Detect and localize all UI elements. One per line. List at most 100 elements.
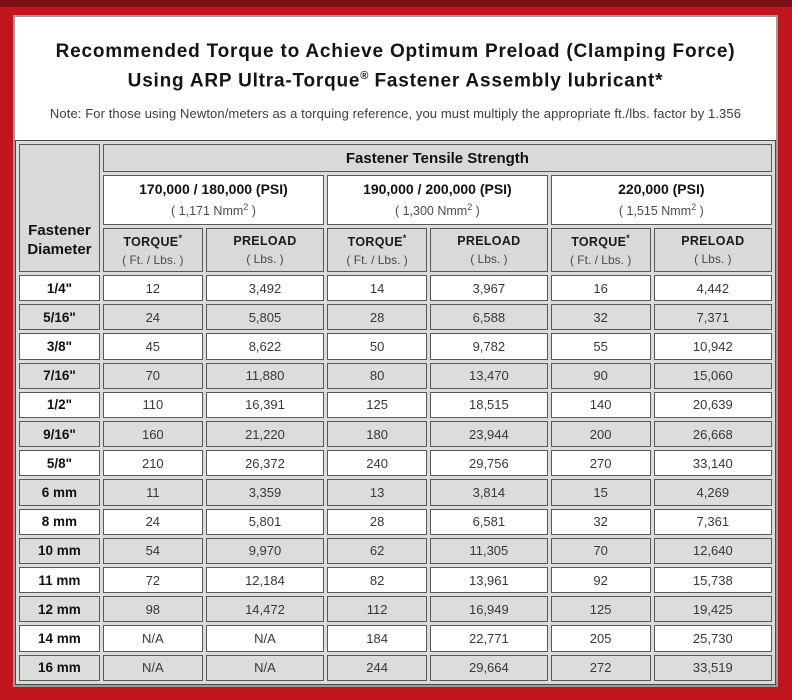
torque-value-cell: 125	[327, 391, 428, 418]
preload-value-cell: 8,622	[205, 333, 325, 360]
torque-table: Fastener Diameter Fastener Tensile Stren…	[15, 140, 776, 685]
preload-column-header: PRELOAD ( Lbs. )	[205, 227, 325, 272]
torque-header-label: TORQUE*	[104, 233, 202, 249]
diameter-cell: 9/16"	[19, 420, 100, 448]
preload-value-cell: 22,771	[430, 625, 548, 652]
torque-value-cell: 72	[102, 567, 203, 594]
diameter-cell: 3/8"	[19, 333, 100, 360]
table-row: 8 mm 24 5,801 28 6,581 32 7,361	[19, 508, 772, 535]
torque-value-cell: 244	[327, 654, 428, 681]
diameter-cell: 1/2"	[19, 391, 100, 418]
preload-value-cell: 6,581	[430, 508, 548, 535]
torque-value-cell: 210	[102, 450, 203, 477]
torque-value-cell: 62	[327, 537, 428, 564]
preload-header-label: PRELOAD	[233, 233, 297, 248]
tensile-strength-header-row: Fastener Diameter Fastener Tensile Stren…	[19, 144, 772, 272]
diameter-cell: 1/4"	[19, 274, 100, 302]
torque-value-cell: N/A	[102, 625, 203, 652]
title-line-1: Recommended Torque to Achieve Optimum Pr…	[55, 41, 736, 62]
preload-value-cell: 16,391	[205, 391, 325, 418]
torque-value-cell: 24	[102, 508, 203, 535]
diameter-cell: 10 mm	[19, 537, 100, 564]
table-row: 3/8" 45 8,622 50 9,782 55 10,942	[19, 333, 772, 360]
table-row: 9/16" 160 21,220 180 23,944 200 26,668	[19, 420, 772, 448]
preload-value-cell: 12,184	[205, 567, 325, 594]
table-row: 11 mm 72 12,184 82 13,961 92 15,738	[19, 567, 772, 594]
table-row: 16 mm N/A N/A 244 29,664 272 33,519	[19, 654, 772, 681]
preload-value-cell: 21,220	[205, 420, 325, 448]
registered-trademark-symbol: ®	[360, 70, 369, 82]
preload-value-cell: 23,944	[430, 420, 548, 448]
diameter-cell: 16 mm	[19, 654, 100, 681]
torque-value-cell: 200	[550, 420, 651, 448]
torque-value-cell: 32	[550, 508, 651, 535]
torque-value-cell: 24	[102, 304, 203, 331]
torque-value-cell: 110	[102, 391, 203, 418]
fastener-diameter-header-line2: Diameter	[27, 240, 92, 258]
table-row: 1/4" 12 3,492 14 3,967 16 4,442	[19, 274, 772, 302]
table-row: 5/16" 24 5,805 28 6,588 32 7,371	[19, 304, 772, 331]
preload-column-header: PRELOAD ( Lbs. )	[653, 227, 772, 272]
preload-value-cell: 33,519	[653, 654, 772, 681]
psi-group-190-200: 190,000 / 200,000 (PSI) ( 1,300 Nmm2 )	[327, 175, 548, 225]
preload-unit-label: ( Lbs. )	[246, 251, 284, 266]
diameter-cell: 5/16"	[19, 304, 100, 331]
preload-value-cell: N/A	[205, 654, 325, 681]
torque-column-header: TORQUE* ( Ft. / Lbs. )	[327, 227, 428, 272]
preload-value-cell: 3,492	[205, 274, 325, 302]
torque-value-cell: 28	[327, 508, 428, 535]
preload-value-cell: 29,756	[430, 450, 548, 477]
torque-value-cell: 16	[550, 274, 651, 302]
nmm-label-close: )	[248, 204, 256, 219]
nmm-label-close: )	[472, 204, 480, 219]
preload-value-cell: 26,372	[205, 450, 325, 477]
torque-value-cell: 50	[327, 333, 428, 360]
diameter-cell: 14 mm	[19, 625, 100, 652]
nmm-label-text: ( 1,515 Nmm	[618, 204, 692, 219]
nmm-label-text: ( 1,171 Nmm	[171, 204, 244, 219]
torque-value-cell: 240	[327, 450, 428, 477]
torque-value-cell: 28	[327, 304, 428, 331]
psi-label: 170,000 / 180,000 (PSI)	[139, 181, 288, 198]
preload-value-cell: 3,967	[430, 274, 548, 302]
preload-value-cell: 19,425	[653, 596, 772, 623]
conversion-note: Note: For those using Newton/meters as a…	[49, 106, 742, 122]
psi-label: 190,000 / 200,000 (PSI)	[363, 181, 512, 198]
torque-value-cell: 180	[327, 420, 428, 448]
preload-value-cell: 4,442	[653, 274, 772, 302]
preload-value-cell: 5,801	[205, 508, 325, 535]
torque-value-cell: 112	[327, 596, 428, 623]
table-row: 5/8" 210 26,372 240 29,756 270 33,140	[19, 450, 772, 477]
nmm-superscript: 2	[243, 202, 249, 213]
title-line-2-suffix: Fastener Assembly lubricant*	[368, 70, 664, 92]
torque-header-text: TORQUE	[571, 234, 627, 249]
preload-value-cell: 14,472	[205, 596, 325, 623]
preload-value-cell: 5,805	[205, 304, 325, 331]
torque-value-cell: 272	[550, 654, 651, 681]
torque-value-cell: 45	[102, 333, 203, 360]
torque-unit-label: ( Ft. / Lbs. )	[346, 252, 408, 267]
preload-value-cell: 18,515	[430, 391, 548, 418]
content-panel: Recommended Torque to Achieve Optimum Pr…	[13, 15, 778, 687]
preload-value-cell: 11,305	[430, 537, 548, 564]
nmm-superscript: 2	[691, 202, 697, 213]
nmm-label: ( 1,171 Nmm2 )	[104, 202, 323, 218]
preload-value-cell: 15,060	[653, 362, 772, 389]
preload-value-cell: 25,730	[653, 625, 772, 652]
torque-column-header: TORQUE* ( Ft. / Lbs. )	[550, 227, 651, 272]
diameter-cell: 11 mm	[19, 567, 100, 594]
top-border-strip	[0, 0, 792, 7]
torque-footnote-asterisk: *	[626, 232, 631, 243]
nmm-label: ( 1,515 Nmm2 )	[552, 202, 771, 218]
torque-value-cell: 54	[102, 537, 203, 564]
torque-footnote-asterisk: *	[178, 232, 183, 243]
torque-value-cell: 70	[550, 537, 651, 564]
torque-value-cell: 55	[550, 333, 651, 360]
torque-value-cell: 11	[102, 479, 203, 506]
diameter-cell: 7/16"	[19, 362, 100, 389]
title-line-2: Using ARP Ultra-Torque® Fastener Assembl…	[15, 64, 776, 93]
preload-header-label: PRELOAD	[457, 233, 521, 248]
diameter-cell: 6 mm	[19, 479, 100, 506]
nmm-label: ( 1,300 Nmm2 )	[328, 202, 547, 218]
